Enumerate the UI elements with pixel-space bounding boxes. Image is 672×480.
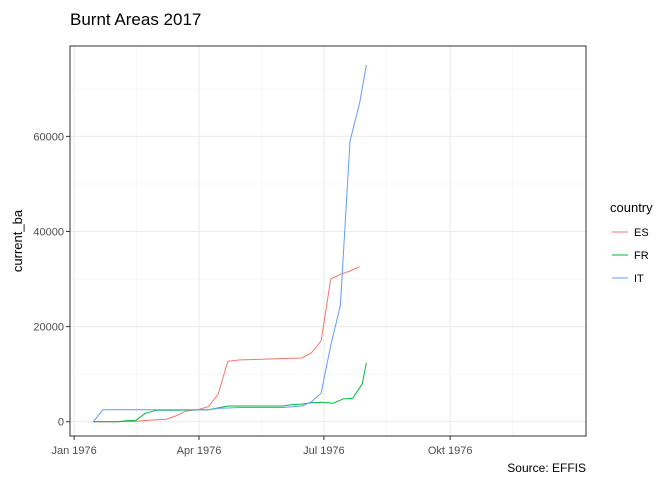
x-tick-label: Okt 1976 [428,445,473,457]
grid-major [70,46,586,436]
y-tick-label: 20000 [33,322,64,334]
x-tick-label: Jul 1976 [303,445,345,457]
legend-label-es: ES [634,227,649,239]
series-line-it [92,64,367,423]
chart-title: Burnt Areas 2017 [70,10,201,29]
y-tick-label: 60000 [33,131,64,143]
series-line-es [93,266,360,423]
panel-border [69,45,587,437]
series-line-fr [93,362,367,423]
x-tick-label: Apr 1976 [177,445,222,457]
y-tick-label: 40000 [33,226,64,238]
caption: Source: EFFIS [507,461,586,475]
legend-items: ES FR IT [612,227,649,285]
y-axis-title: current_ba [10,209,25,272]
plot-area [69,45,587,437]
legend-label-it: IT [634,273,644,285]
y-tick-label: 0 [58,417,64,429]
legend: country ES FR IT [610,200,653,285]
y-axis: 0 20000 40000 60000 [33,131,70,429]
x-axis: Jan 1976 Apr 1976 Jul 1976 Okt 1976 [51,436,472,457]
legend-label-fr: FR [634,250,649,262]
x-tick-label: Jan 1976 [51,445,96,457]
series-lines [92,64,367,423]
grid-minor [70,46,586,436]
legend-title: country [610,200,653,215]
